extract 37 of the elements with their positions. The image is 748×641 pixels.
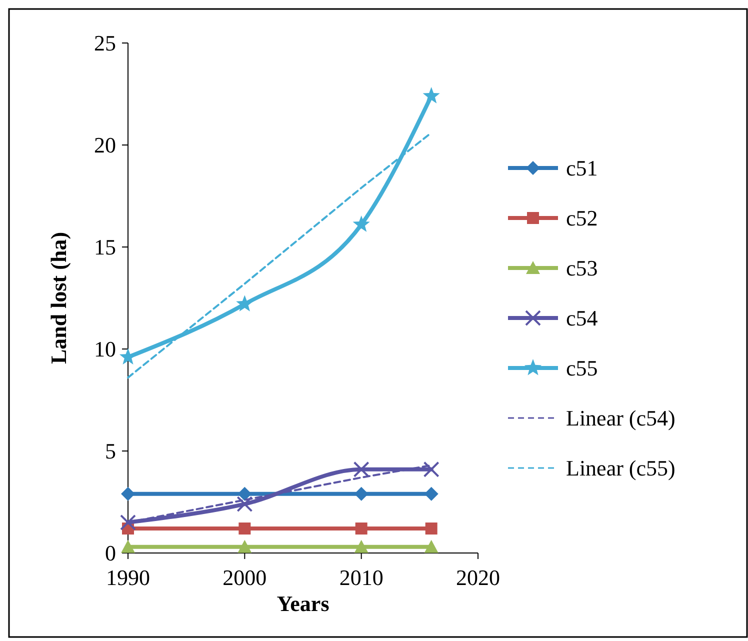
point: [354, 540, 368, 553]
point: [236, 496, 253, 512]
point: [236, 295, 254, 312]
point: [352, 216, 370, 232]
x-tick-label: 2000: [222, 565, 267, 590]
x-tick-label: 2020: [456, 565, 500, 590]
point: [422, 87, 440, 104]
point: [121, 540, 135, 553]
y-tick-label: 15: [94, 234, 116, 260]
point: [238, 486, 252, 501]
point: [238, 522, 251, 535]
legend-label: c55: [566, 356, 598, 381]
point: [424, 540, 438, 553]
point: [353, 461, 370, 478]
point: [121, 486, 135, 501]
y-axis-title: Land lost (ha): [46, 232, 71, 364]
y-tick-label: 25: [94, 30, 116, 56]
x-axis-title: Years: [276, 591, 330, 616]
x-tick-label: 1990: [106, 565, 150, 590]
y-tick-label: 5: [105, 438, 116, 464]
point: [120, 514, 136, 530]
point: [354, 486, 368, 501]
point: [425, 522, 438, 535]
x-tick-label: 2010: [339, 565, 384, 590]
point: [423, 461, 440, 478]
legend-label: Linear (c55): [566, 456, 676, 481]
point: [424, 486, 438, 501]
legend-label: c54: [566, 306, 598, 331]
point: [355, 522, 368, 535]
y-tick-label: 10: [94, 336, 116, 362]
legend-label: c51: [566, 156, 598, 181]
y-tick-label: 0: [105, 540, 116, 566]
legend-label: Linear (c54): [566, 406, 676, 431]
legend-label: c53: [566, 256, 598, 281]
legend-label: c52: [566, 206, 598, 231]
point: [238, 540, 252, 553]
y-tick-label: 20: [94, 132, 116, 158]
